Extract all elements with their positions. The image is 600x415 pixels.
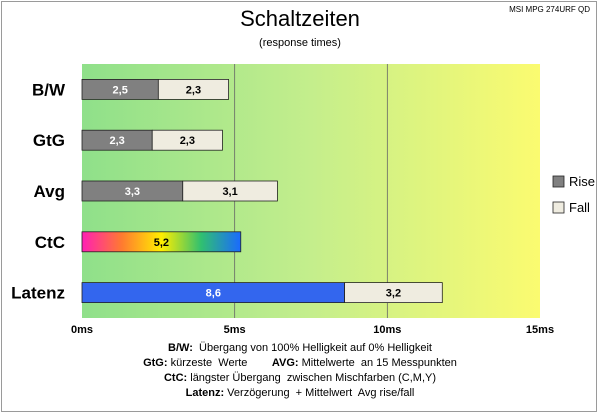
bar-rise xyxy=(81,231,242,253)
bar-fall xyxy=(151,129,223,151)
category-label: CtC xyxy=(35,233,65,252)
footnote-bw: B/W: Übergang von 100% Helligkeit auf 0%… xyxy=(168,342,432,354)
bar-rise-label: 2,5 xyxy=(113,84,128,96)
category-label: Latenz xyxy=(11,284,65,303)
x-tick-label: 5ms xyxy=(224,324,246,336)
bar-fall-label: 3,2 xyxy=(386,288,401,300)
legend-swatch xyxy=(552,175,565,188)
x-tick-label: 0ms xyxy=(71,324,93,336)
chart-subtitle: (response times) xyxy=(259,37,341,49)
bar-fall-label: 2,3 xyxy=(186,84,201,96)
bar-rise-label: 8,6 xyxy=(206,288,221,300)
x-tick-label: 10ms xyxy=(373,324,401,336)
monitor-model-label: MSI MPG 274URF QD xyxy=(509,5,590,14)
category-label: Avg xyxy=(34,182,66,201)
x-tick-label: 15ms xyxy=(526,324,554,336)
bar-fall xyxy=(182,180,278,202)
footnote-ctc: CtC: längster Übergang zwischen Mischfar… xyxy=(163,372,437,384)
bar-fall-label: 2,3 xyxy=(180,135,195,147)
response-time-chart: 0ms 5ms 10ms 15ms B/W 2,5 2,3 GtG 2,3 2,3 Avg 3,3 3,… xyxy=(11,64,595,336)
chart-title: Schaltzeiten xyxy=(240,6,360,31)
bar-rise-label: 3,3 xyxy=(125,186,140,198)
footnote-latenz: Latenz: Verzögerung + Mittelwert Avg ris… xyxy=(185,387,415,399)
bar-rise-label: 5,2 xyxy=(154,237,169,249)
category-label: B/W xyxy=(32,80,66,99)
footnote-gtg-avg: GtG: kürzeste Werte AVG: Mittelwerte an … xyxy=(143,357,457,369)
legend-swatch xyxy=(552,201,565,214)
legend-label: Rise xyxy=(569,174,595,189)
bar-fall xyxy=(344,282,443,304)
bar-fall xyxy=(157,79,229,100)
legend-label: Fall xyxy=(569,200,590,215)
bar-fall-label: 3,1 xyxy=(222,186,237,198)
chart-footnotes: B/W: Übergang von 100% Helligkeit auf 0%… xyxy=(0,341,600,401)
category-label: GtG xyxy=(33,131,65,150)
bar-rise-label: 2,3 xyxy=(109,135,124,147)
